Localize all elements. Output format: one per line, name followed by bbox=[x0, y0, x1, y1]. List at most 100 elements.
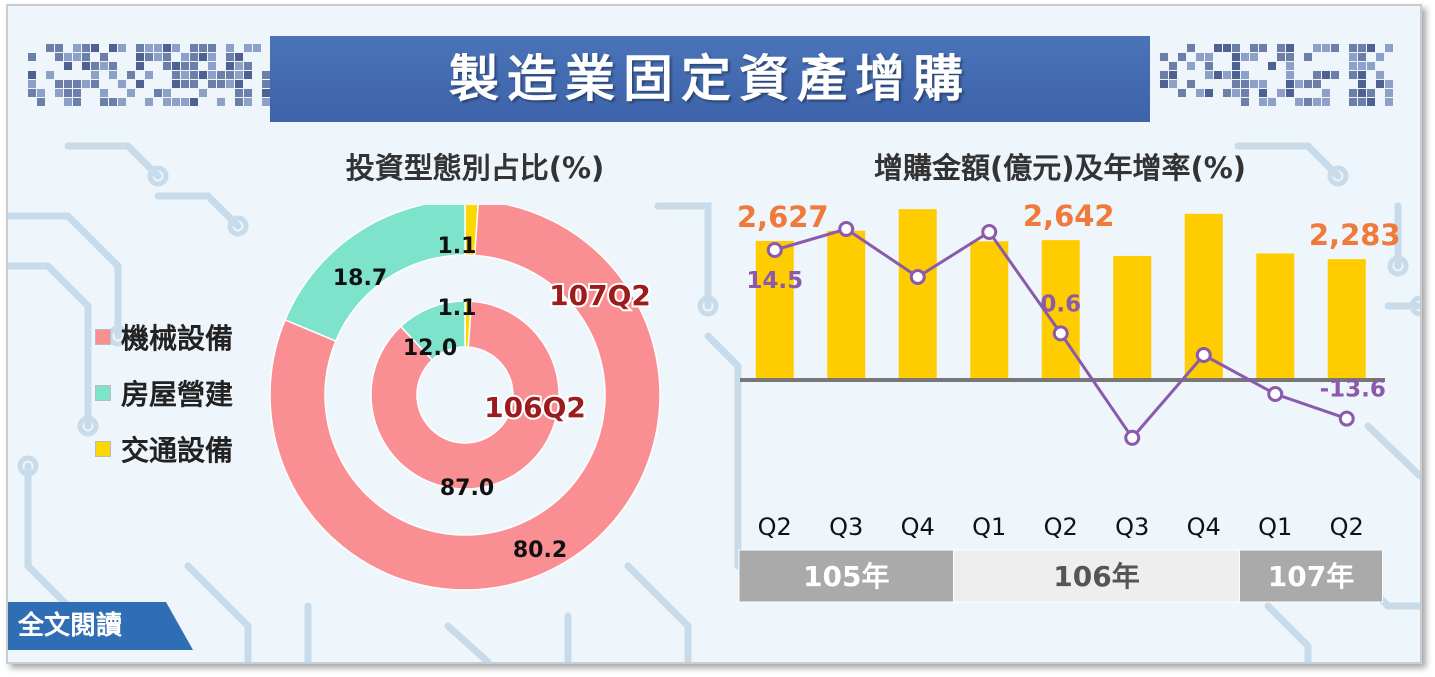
pixel-tile bbox=[235, 98, 243, 106]
pixel-tile bbox=[1349, 98, 1357, 106]
pixel-tile bbox=[1304, 98, 1312, 106]
pixel-tile bbox=[1205, 89, 1213, 97]
circuit-trace bbox=[24, 462, 82, 620]
pixel-tile bbox=[1358, 44, 1366, 52]
pixel-tile bbox=[154, 53, 162, 61]
circuit-trace bbox=[184, 562, 252, 662]
bar-value-label: 2,283 bbox=[1309, 218, 1401, 252]
x-tick-label: Q2 bbox=[1044, 513, 1078, 541]
pixel-tile bbox=[244, 44, 252, 52]
pixel-tile bbox=[163, 62, 171, 70]
bar-value-label: 2,642 bbox=[1023, 199, 1115, 233]
title-band bbox=[270, 36, 1150, 122]
pixel-tile bbox=[1286, 80, 1294, 88]
circuit-trace bbox=[704, 332, 742, 570]
pixel-tile bbox=[100, 98, 108, 106]
pixel-tile bbox=[109, 62, 117, 70]
pixel-tile bbox=[1232, 53, 1240, 61]
growth-point bbox=[909, 269, 926, 285]
pixel-tile bbox=[181, 98, 189, 106]
donut-slice-106Q2-機械設備 bbox=[370, 300, 560, 490]
pixel-tile bbox=[190, 98, 198, 106]
pixel-tile bbox=[244, 62, 252, 70]
pixel-tile bbox=[1223, 89, 1231, 97]
donut-value-label: 80.2 bbox=[513, 538, 567, 563]
pixel-tile bbox=[82, 80, 90, 88]
pixel-tile bbox=[64, 62, 72, 70]
donut-chart-title: 投資型態別占比(%) bbox=[345, 151, 605, 185]
pixel-tile bbox=[1250, 44, 1258, 52]
pixel-tile bbox=[1358, 89, 1366, 97]
pixel-decoration bbox=[28, 44, 1393, 106]
legend-building: 房屋營建 bbox=[95, 377, 233, 411]
pixel-tile bbox=[1349, 44, 1357, 52]
pixel-tile bbox=[226, 44, 234, 52]
legend-swatch-building bbox=[95, 385, 111, 401]
pixel-tile bbox=[1385, 98, 1393, 106]
pixel-tile bbox=[262, 71, 270, 79]
growth-point bbox=[981, 224, 998, 240]
pixel-tile bbox=[1178, 89, 1186, 97]
read-more-button[interactable] bbox=[8, 602, 193, 650]
pixel-tile bbox=[190, 53, 198, 61]
pixel-tile bbox=[262, 80, 270, 88]
pixel-tile bbox=[100, 62, 108, 70]
pixel-tile bbox=[1322, 89, 1330, 97]
legend-label-building: 房屋營建 bbox=[121, 378, 234, 411]
pixel-tile bbox=[172, 80, 180, 88]
pixel-tile bbox=[145, 98, 153, 106]
pixel-tile bbox=[1304, 80, 1312, 88]
pixel-tile bbox=[1232, 89, 1240, 97]
bar-Q2 bbox=[1041, 240, 1080, 380]
pixel-tile bbox=[55, 53, 63, 61]
pixel-tile bbox=[1214, 71, 1222, 79]
pixel-tile bbox=[226, 62, 234, 70]
bar-Q2 bbox=[755, 240, 794, 380]
pixel-tile bbox=[109, 71, 117, 79]
pixel-tile bbox=[1295, 98, 1303, 106]
pixel-tile bbox=[1358, 53, 1366, 61]
read-more-label[interactable]: 全文閱讀 bbox=[18, 611, 123, 641]
pixel-tile bbox=[1358, 62, 1366, 70]
pixel-tile bbox=[28, 89, 36, 97]
growth-point bbox=[1124, 429, 1141, 446]
pixel-tile bbox=[109, 44, 117, 52]
pixel-tile bbox=[64, 80, 72, 88]
bar-value-label: 2,627 bbox=[737, 200, 829, 234]
pixel-tile bbox=[172, 62, 180, 70]
pixel-tile bbox=[82, 62, 90, 70]
year-band bbox=[1239, 549, 1383, 603]
combo-chart-title: 增購金額(億元)及年增率(%) bbox=[873, 151, 1247, 185]
pixel-tile bbox=[190, 44, 198, 52]
pixel-tile bbox=[64, 98, 72, 106]
donut-chart: 80.2 18.7 1.1 87.0 12.0 1.1 107Q2 106Q2 bbox=[269, 205, 661, 591]
legend-label-transport: 交通設備 bbox=[121, 434, 234, 467]
pixel-tile bbox=[55, 44, 63, 52]
pixel-tile bbox=[1223, 71, 1231, 79]
pixel-tile bbox=[1313, 98, 1321, 106]
pixel-tile bbox=[244, 89, 252, 97]
pixel-tile bbox=[118, 98, 126, 106]
donut-slice-106Q2-房屋營建 bbox=[399, 300, 466, 362]
donut-ring-label: 107Q2 bbox=[549, 279, 651, 312]
x-tick-label: Q3 bbox=[829, 513, 863, 541]
pixel-tile bbox=[136, 53, 144, 61]
pixel-tile bbox=[154, 89, 162, 97]
pixel-tile bbox=[73, 98, 81, 106]
pixel-tile bbox=[1286, 62, 1294, 70]
pixel-tile bbox=[91, 44, 99, 52]
pixel-tile bbox=[1259, 98, 1267, 106]
growth-point bbox=[766, 242, 783, 258]
pixel-tile bbox=[100, 53, 108, 61]
x-tick-label: Q2 bbox=[1330, 513, 1364, 541]
pixel-tile bbox=[199, 44, 207, 52]
x-tick-label: Q4 bbox=[1187, 513, 1221, 541]
pixel-tile bbox=[235, 89, 243, 97]
circuit-node bbox=[1387, 255, 1409, 277]
circuit-trace bbox=[8, 212, 122, 340]
circuit-trace bbox=[64, 142, 162, 180]
x-tick-label: Q3 bbox=[1115, 513, 1149, 541]
circuit-trace bbox=[1364, 422, 1420, 480]
pixel-tile bbox=[1196, 53, 1204, 61]
pixel-tile bbox=[64, 53, 72, 61]
